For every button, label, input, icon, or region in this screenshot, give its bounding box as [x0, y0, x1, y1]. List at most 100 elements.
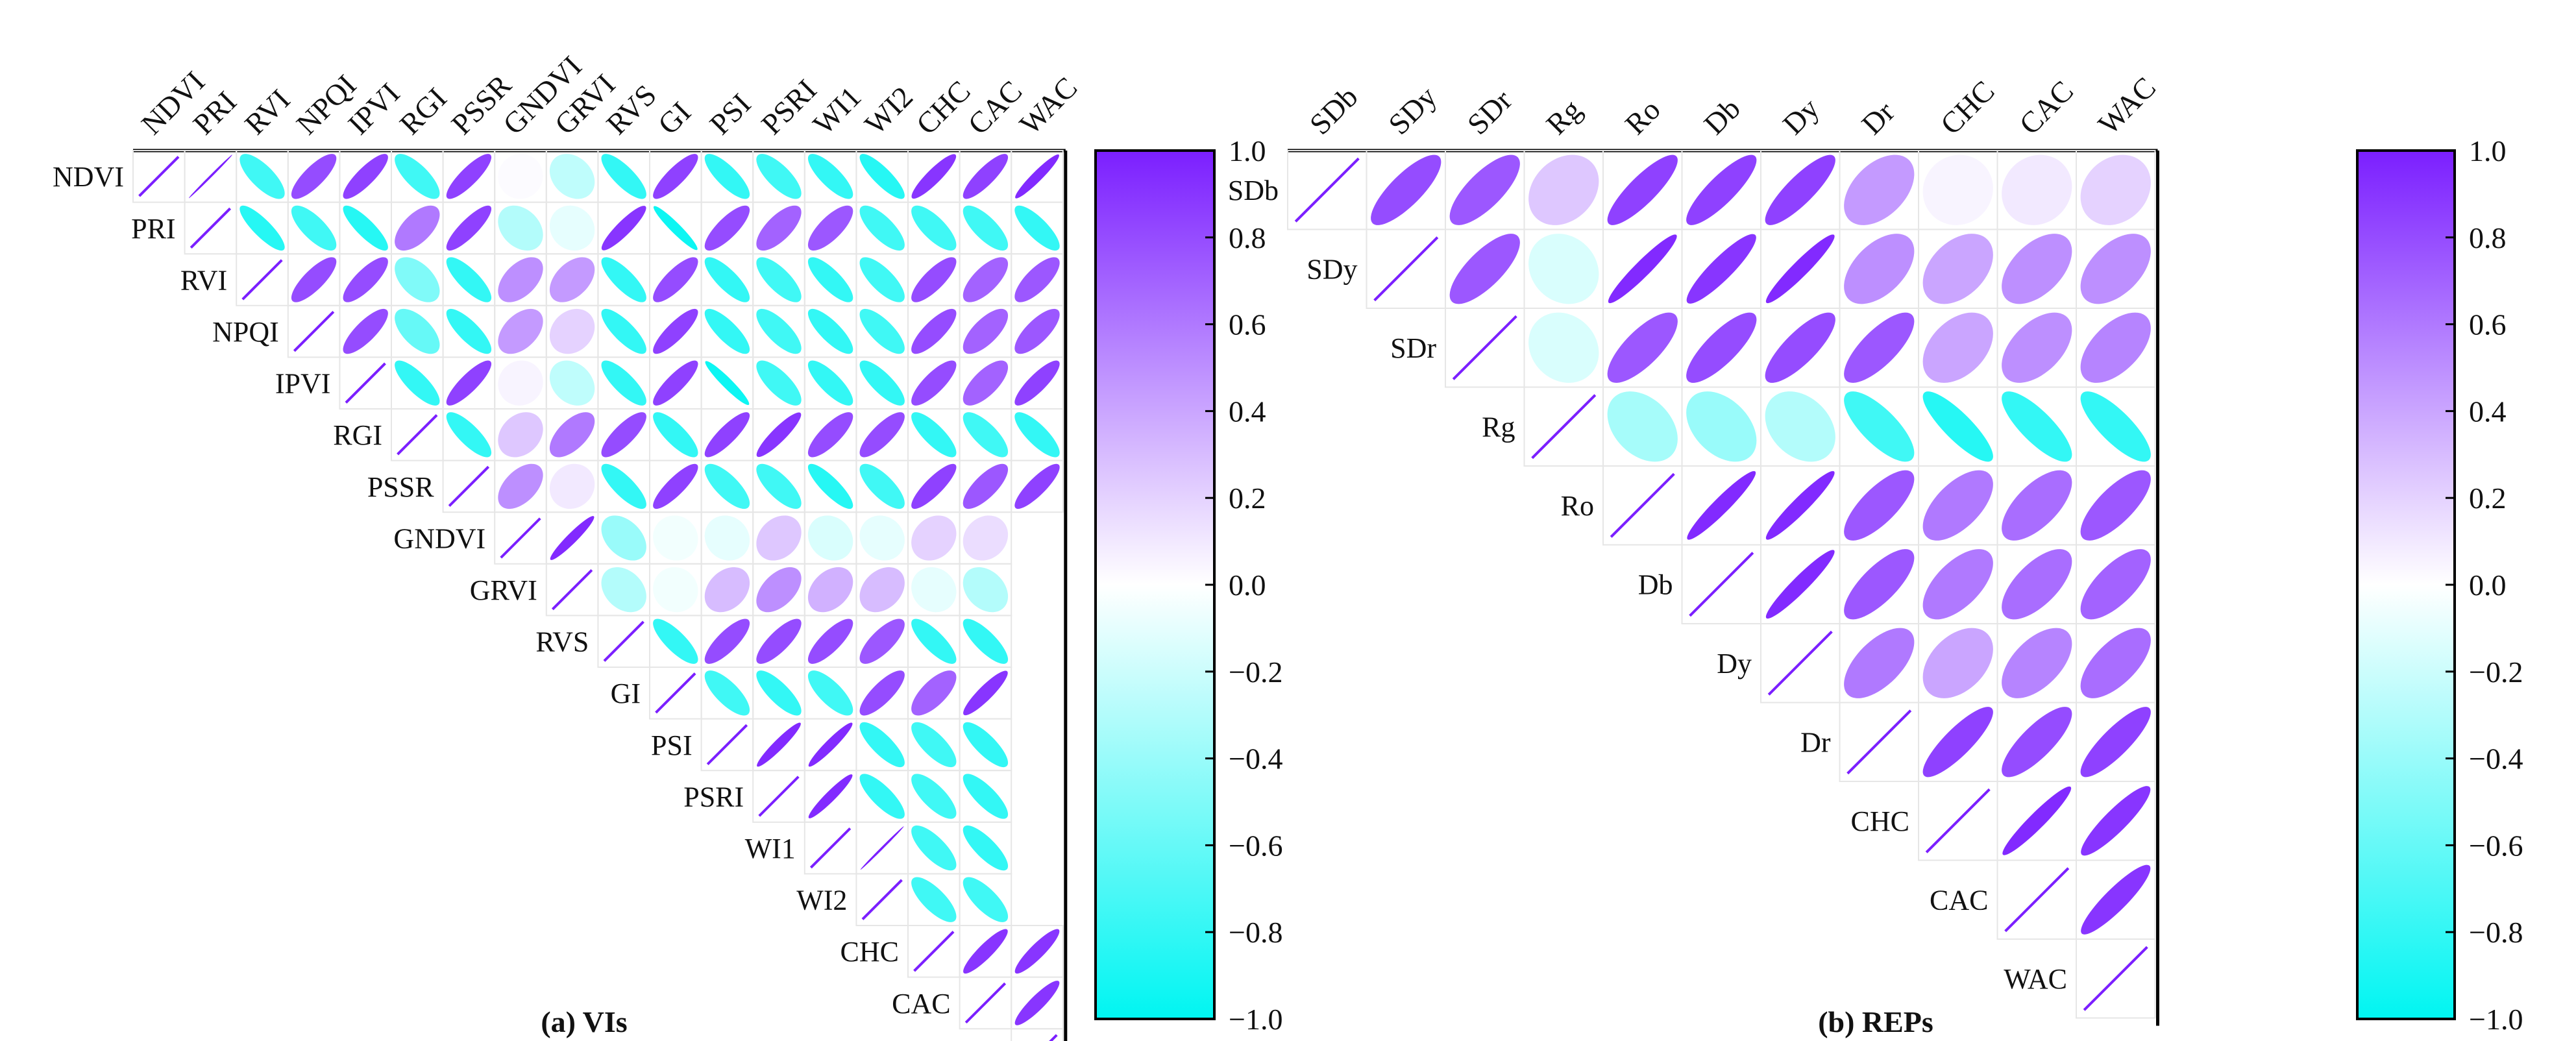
correlation-ellipse — [653, 154, 698, 199]
correlation-ellipse — [1844, 549, 1915, 620]
correlation-ellipse — [498, 154, 543, 199]
correlation-ellipse — [860, 826, 904, 870]
colorbar-tick-label: 0.8 — [2469, 221, 2507, 254]
correlation-ellipse — [963, 825, 1009, 871]
correlation-ellipse — [653, 515, 698, 561]
correlation-ellipse — [963, 515, 1009, 561]
diagonal-line — [500, 517, 541, 559]
correlation-ellipse — [859, 567, 905, 613]
correlation-ellipse — [2002, 154, 2072, 225]
colorbar-tick-label: −0.6 — [1229, 829, 1282, 862]
correlation-ellipse — [1922, 470, 1993, 541]
correlation-ellipse — [1844, 391, 1915, 462]
diagonal-line — [397, 414, 438, 456]
colorbar-tick-label: −0.6 — [2469, 829, 2523, 862]
correlation-ellipse — [859, 774, 905, 819]
correlation-ellipse — [549, 308, 595, 354]
correlation-ellipse — [859, 670, 905, 716]
correlation-ellipse — [1922, 154, 1993, 225]
correlation-ellipse — [2002, 312, 2072, 383]
diagonal-line — [241, 259, 283, 300]
colorbar-tick-label: 0.2 — [1229, 482, 1266, 515]
colorbar-tick-label: −0.8 — [2469, 916, 2523, 949]
correlation-ellipse — [1608, 234, 1677, 304]
correlation-ellipse — [704, 257, 750, 302]
correlation-ellipse — [446, 257, 492, 302]
correlation-ellipse — [963, 774, 1009, 819]
diagonal-line — [190, 207, 232, 249]
correlation-ellipse — [1922, 312, 1993, 383]
colorbar-tick-label: 0.6 — [1229, 308, 1266, 341]
correlation-ellipse — [1014, 308, 1060, 354]
colorbar-tick-label: −0.4 — [2469, 742, 2523, 776]
correlation-ellipse — [1014, 205, 1060, 251]
correlation-ellipse — [756, 154, 802, 199]
correlation-ellipse — [2080, 234, 2151, 304]
column-label: Rg — [1539, 93, 1588, 141]
correlation-ellipse — [343, 205, 388, 251]
correlation-ellipse — [1014, 463, 1060, 509]
row-label: Rg — [1482, 411, 1515, 443]
colorbar-b-gradient — [2356, 149, 2456, 1020]
correlation-ellipse — [550, 516, 595, 560]
correlation-ellipse — [704, 308, 750, 354]
correlation-ellipse — [653, 308, 698, 354]
row-label: SDy — [1306, 254, 1357, 286]
correlation-ellipse — [1686, 154, 1757, 225]
column-label: Dy — [1776, 92, 1826, 141]
correlation-ellipse — [807, 567, 853, 613]
correlation-ellipse — [859, 412, 905, 458]
row-label: PSSR — [367, 471, 434, 503]
correlation-ellipse — [653, 360, 698, 406]
correlation-ellipse — [859, 463, 905, 509]
correlation-ellipse — [1686, 391, 1757, 462]
row-label: WAC — [938, 1039, 1002, 1041]
correlation-ellipse — [859, 515, 905, 561]
correlation-ellipse — [807, 154, 853, 199]
correlation-ellipse — [1607, 391, 1678, 462]
diagonal-line — [293, 310, 335, 352]
correlation-ellipse — [2080, 154, 2151, 225]
row-label: RVI — [180, 264, 227, 296]
correlation-ellipse — [963, 257, 1009, 302]
correlation-ellipse — [963, 154, 1009, 199]
column-label: RVI — [238, 83, 296, 141]
correlation-ellipse — [911, 567, 957, 613]
correlation-ellipse — [2002, 391, 2072, 462]
correlation-ellipse — [1014, 257, 1060, 302]
row-label: SDr — [1390, 332, 1436, 364]
correlation-ellipse — [601, 257, 646, 302]
correlation-ellipse — [911, 618, 957, 664]
diagonal-line — [809, 827, 852, 869]
diagonal-line — [655, 672, 696, 714]
diagonal-line — [1767, 630, 1833, 696]
correlation-ellipse — [2002, 234, 2072, 304]
correlation-ellipse — [911, 360, 957, 406]
diagonal-line — [2083, 946, 2148, 1011]
correlation-ellipse — [2080, 628, 2151, 698]
correlation-ellipse — [446, 308, 492, 354]
correlation-ellipse — [395, 205, 440, 251]
correlation-ellipse — [601, 515, 646, 561]
column-label: SDb — [1303, 80, 1364, 141]
correlation-ellipse — [653, 463, 698, 509]
correlation-ellipse — [1844, 312, 1915, 383]
correlation-ellipse — [807, 463, 853, 509]
correlation-ellipse — [291, 205, 337, 251]
diagonal-line — [913, 931, 955, 972]
correlation-ellipse — [1607, 154, 1678, 225]
correlation-ellipse — [757, 722, 801, 767]
correlation-ellipse — [911, 205, 957, 251]
diagonal-line — [1049, 1034, 1058, 1041]
correlation-ellipse — [859, 722, 905, 768]
correlation-ellipse — [859, 154, 905, 199]
row-label: CAC — [892, 988, 950, 1020]
correlation-ellipse — [756, 360, 802, 406]
correlation-ellipse — [1765, 154, 1835, 225]
diagonal-line — [448, 465, 490, 508]
correlation-ellipse — [911, 825, 957, 871]
correlation-ellipse — [291, 257, 337, 302]
matrix-cell — [1011, 459, 1064, 513]
row-label: CHC — [840, 936, 899, 968]
